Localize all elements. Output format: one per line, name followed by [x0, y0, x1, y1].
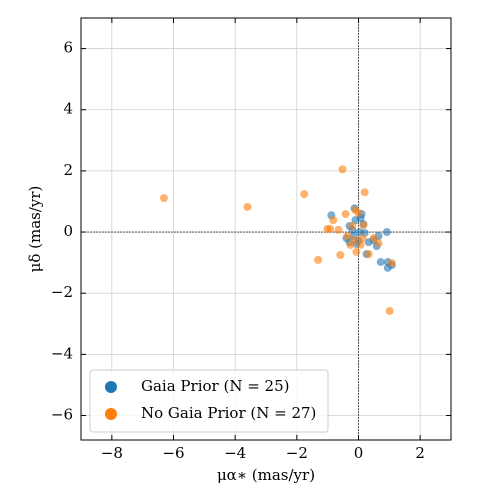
y-tick-label: 4: [63, 100, 73, 118]
x-axis-label: μα∗ (mas/yr): [217, 466, 315, 484]
point: [355, 228, 364, 237]
point: [326, 225, 335, 233]
point: [243, 202, 252, 211]
point: [358, 234, 367, 243]
point: [352, 247, 361, 256]
point: [350, 236, 359, 245]
point: [360, 188, 369, 197]
point: [348, 221, 357, 230]
y-tick-label: −4: [51, 344, 73, 362]
point: [376, 258, 385, 267]
y-tick-label: −2: [51, 283, 73, 301]
point: [359, 221, 368, 230]
y-tick-label: −6: [51, 406, 73, 424]
point: [336, 250, 345, 259]
point: [329, 216, 338, 225]
point: [334, 225, 343, 234]
point: [300, 190, 309, 199]
x-tick-label: 0: [354, 444, 364, 462]
x-tick-label: −6: [162, 444, 184, 462]
point: [338, 165, 347, 174]
point: [314, 255, 323, 264]
point: [385, 306, 394, 315]
y-tick-label: 2: [63, 161, 73, 179]
x-tick-label: −4: [224, 444, 246, 462]
point: [387, 258, 396, 267]
y-tick-label: 0: [63, 222, 73, 240]
legend-label: No Gaia Prior (N = 27): [141, 404, 316, 422]
legend-box: [89, 369, 329, 433]
x-tick-label: 2: [415, 444, 425, 462]
x-tick-label: −8: [101, 444, 123, 462]
x-tick-label: −2: [286, 444, 308, 462]
point: [374, 239, 383, 248]
point: [369, 234, 378, 243]
point: [159, 194, 168, 203]
legend-marker: [105, 381, 117, 393]
plot-frame: [80, 17, 452, 441]
legend-marker: [105, 408, 117, 420]
legend-label: Gaia Prior (N = 25): [141, 377, 289, 395]
point: [341, 210, 350, 219]
y-axis-label: μδ (mas/yr): [26, 186, 44, 273]
point: [343, 232, 352, 241]
point: [354, 209, 363, 218]
point: [382, 228, 391, 237]
y-tick-label: 6: [63, 39, 73, 57]
point: [364, 250, 373, 259]
point: [356, 240, 365, 249]
